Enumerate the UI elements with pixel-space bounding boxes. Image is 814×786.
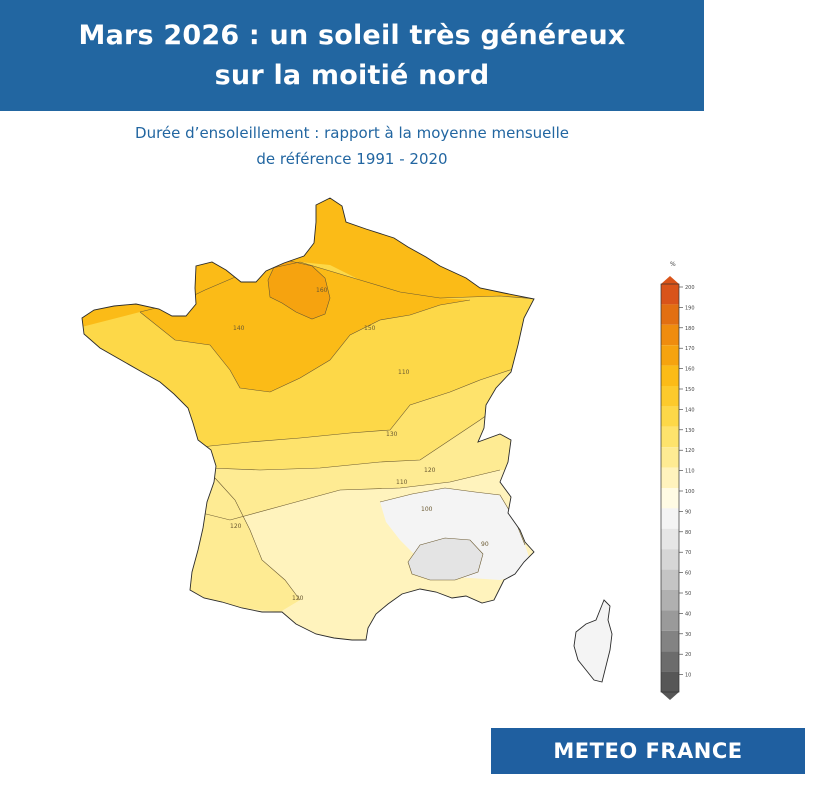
legend-tick-label: 140 [685,407,695,413]
label-iso-110-south: 110 [396,479,408,486]
legend-tick-label: 100 [685,489,695,495]
isoline-120 [169,469,501,521]
legend-color-step [661,488,679,509]
legend-color-step [661,386,679,407]
legend-tick-label: 160 [685,367,695,373]
legend-color-step [661,345,679,366]
label-iso-120-aquitaine: 120 [292,595,304,602]
fill-band-90 [408,538,483,580]
fill-band-120-aquitaine [190,478,300,612]
legend-tick-label: 10 [685,673,691,679]
subtitle-line-1: Durée d’ensoleillement : rapport à la mo… [135,124,569,142]
label-iso-100-alps: 100 [421,506,433,513]
corsica [573,599,613,683]
label-iso-130-east: 130 [386,431,398,438]
title-line-1: Mars 2026 : un soleil très généreux [78,19,626,51]
legend-color-step [661,284,679,305]
isoline-120-aquitaine [214,477,301,601]
legend-color-step [661,569,679,590]
legend-tick-label: 200 [685,285,695,291]
legend-color-step [661,324,679,346]
label-iso-90-provence: 90 [481,541,489,548]
legend-tick-label: 110 [685,469,695,475]
isoline-150-west [139,299,471,393]
legend-tick-label: 150 [685,387,695,393]
legend-color-step [661,528,679,550]
legend-tick-label: 60 [685,571,691,577]
label-iso-120-west: 120 [230,523,242,530]
legend-color-step [661,549,679,570]
legend-tick-label: 80 [685,530,691,536]
legend-top-arrow [661,276,679,284]
subtitle-line-2: de référence 1991 - 2020 [256,150,448,168]
legend-tick-label: 40 [685,611,691,617]
fill-band-150-west [140,262,470,392]
map-subtitle: Durée d’ensoleillement : rapport à la mo… [0,120,704,172]
legend-color-step [661,630,679,652]
legend-unit: % [670,261,676,268]
legend-tick-label: 180 [685,326,695,332]
legend-tick-label: 130 [685,428,695,434]
legend-tick-label: 190 [685,305,695,311]
legend-color-step [661,651,679,672]
legend: % 200 190 180 170 160 150 140 130 120 110 100 90 80 7… [660,261,695,700]
legend-tick-label: 70 [685,550,691,556]
legend-color-step [661,610,679,631]
sunshine-fill [82,198,534,640]
legend-color-step [661,426,679,448]
legend-color-step [661,671,679,692]
legend-tick-label: 50 [685,591,691,597]
meteo-france-logo: METEO FRANCE [491,728,805,774]
label-iso-110-centre: 110 [398,369,410,376]
legend-color-step [661,590,679,611]
legend-color-step [661,304,679,325]
label-iso-160: 160 [316,287,328,294]
legend-color-step [661,365,679,386]
legend-color-step [661,406,679,427]
france-outline [81,197,535,641]
label-iso-150-normandy: 150 [364,325,376,332]
isoline-labels: 160 150 140 120 130 120 110 100 120 110 … [230,287,489,602]
title-banner: Mars 2026 : un soleil très généreux sur … [0,0,704,111]
fill-band-160 [268,261,330,319]
legend-color-step [661,508,679,529]
legend-color-step [661,467,679,488]
title-line-2: sur la moitié nord [214,59,490,91]
legend-color-step [661,447,679,468]
legend-tick-label: 90 [685,509,691,515]
legend-tick-label: 120 [685,448,695,454]
label-iso-140-centre: 140 [233,325,245,332]
legend-tick-label: 20 [685,652,691,658]
legend-frame [660,283,680,693]
isoline-90 [407,537,484,581]
legend-bottom-arrow [661,692,679,700]
legend-tick-label: 170 [685,346,695,352]
label-iso-120-east: 120 [424,467,436,474]
legend-tick-label: 30 [685,632,691,638]
